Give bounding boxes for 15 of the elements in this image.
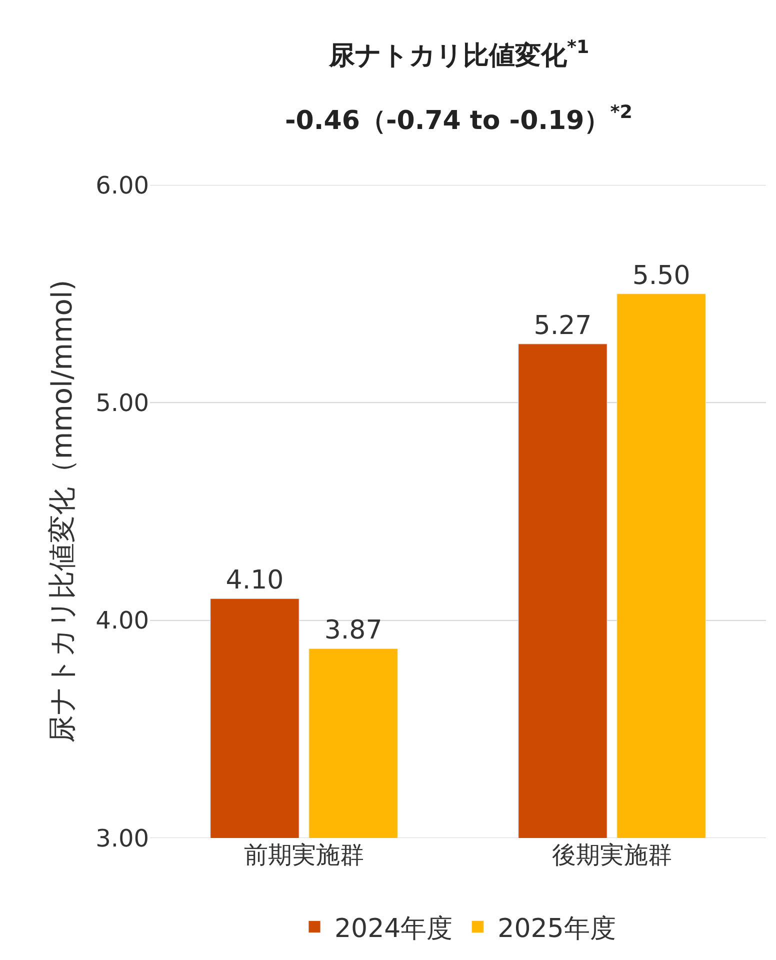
y-axis-title: 尿ナトカリ比値変化（mmol/mmol) <box>45 280 78 744</box>
legend-label: 2024年度 <box>334 914 453 944</box>
data-label: 5.27 <box>534 310 592 341</box>
y-tick-label: 6.00 <box>96 171 149 200</box>
y-tick-label: 5.00 <box>96 389 149 418</box>
y-tick-label: 3.00 <box>96 824 149 852</box>
legend-label: 2025年度 <box>498 914 616 944</box>
data-label: 4.10 <box>226 566 284 596</box>
y-tick-label: 4.00 <box>96 606 149 635</box>
chart-title: 尿ナトカリ比値変化$^{*1}$ <box>328 37 590 71</box>
data-label: 3.87 <box>324 616 382 646</box>
data-label: 5.50 <box>632 260 690 291</box>
chart-subtitle: -0.46（-0.74 to -0.19）$^{*2}$ <box>285 102 632 136</box>
x-tick-label: 前期実施群 <box>244 841 364 869</box>
x-tick-label: 後期実施群 <box>552 841 672 869</box>
